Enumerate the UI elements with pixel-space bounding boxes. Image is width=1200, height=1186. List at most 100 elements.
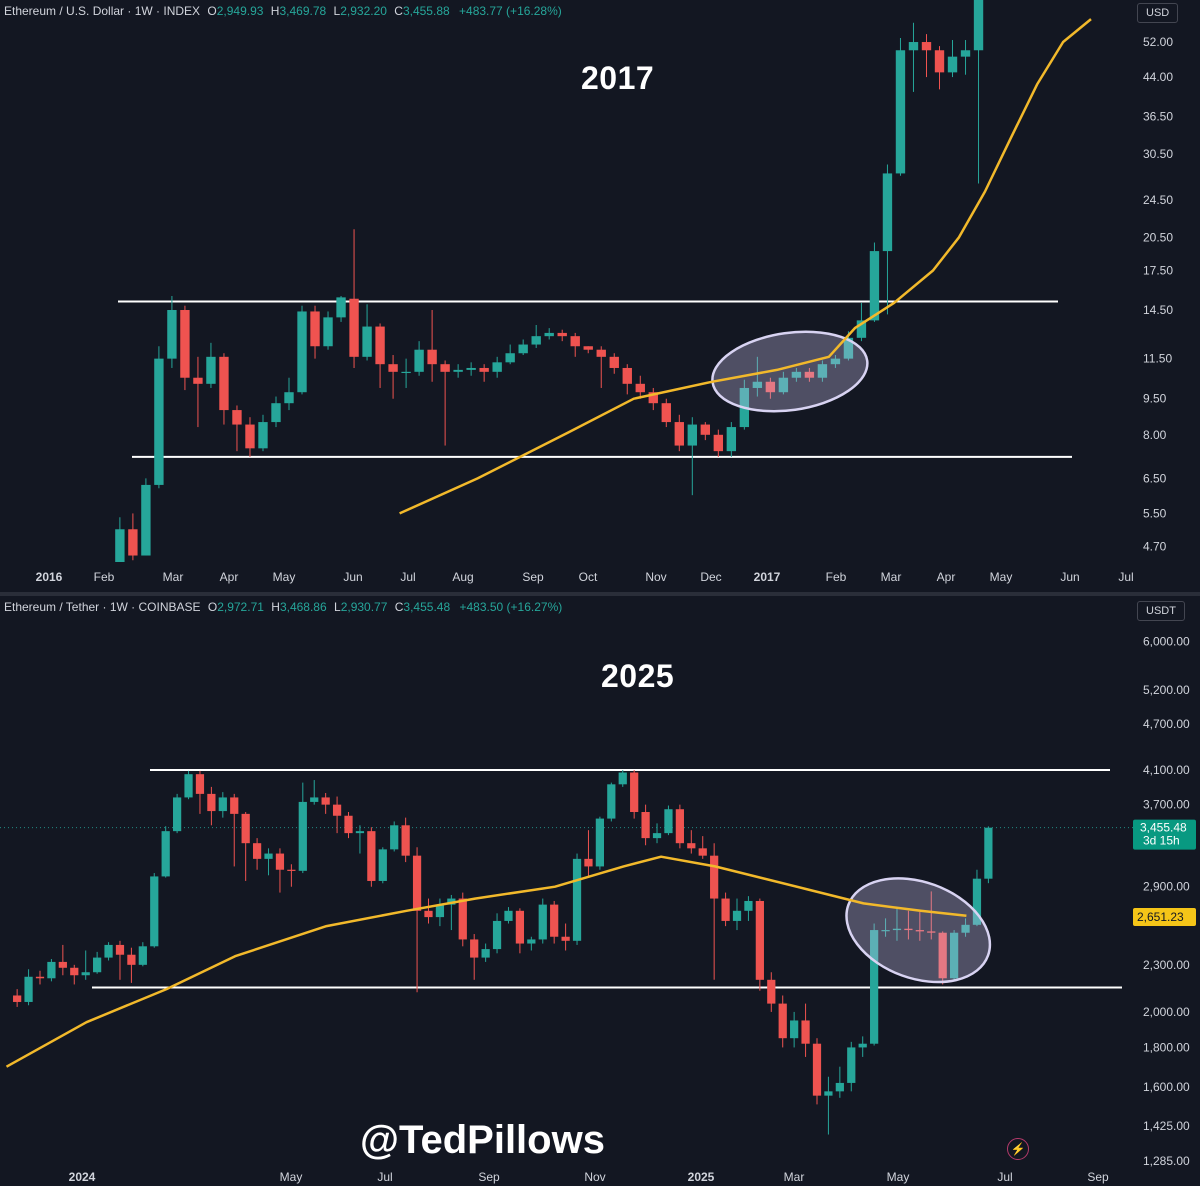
candle[interactable] [58, 961, 67, 968]
candle[interactable] [180, 310, 190, 378]
candle[interactable] [921, 42, 932, 51]
candle[interactable] [195, 774, 205, 794]
candle[interactable] [70, 967, 79, 976]
candle[interactable] [492, 920, 502, 950]
candle[interactable] [572, 858, 582, 941]
candle[interactable] [949, 932, 959, 979]
candle[interactable] [915, 930, 924, 932]
candle[interactable] [618, 772, 627, 785]
candle[interactable] [154, 358, 164, 485]
moving-average-line[interactable] [5, 855, 967, 1068]
candle[interactable] [390, 825, 399, 850]
chart-2017-canvas[interactable]: 52.00 44.00 36.50 30.50 24.50 20.50 17.50 14.50… [0, 0, 1200, 592]
candle[interactable] [607, 784, 616, 819]
candle[interactable] [258, 422, 268, 449]
candle[interactable] [752, 381, 763, 388]
ma-value-tag[interactable] [1133, 907, 1196, 926]
candle[interactable] [675, 809, 684, 844]
candle[interactable] [550, 904, 559, 937]
candle[interactable] [115, 944, 125, 955]
candle[interactable] [518, 344, 528, 354]
candle[interactable] [344, 815, 353, 834]
candle[interactable] [218, 797, 227, 812]
candle[interactable] [81, 972, 90, 976]
candle[interactable] [252, 843, 262, 859]
candle[interactable] [219, 356, 229, 411]
candle[interactable] [882, 173, 893, 252]
candle[interactable] [47, 961, 56, 979]
candle[interactable] [973, 0, 984, 51]
candle[interactable] [596, 349, 606, 357]
candle[interactable] [207, 793, 216, 812]
candle[interactable] [310, 797, 319, 802]
candle[interactable] [961, 924, 970, 933]
candle[interactable] [927, 931, 936, 933]
candle[interactable] [804, 371, 815, 378]
candle[interactable] [424, 910, 433, 918]
candle[interactable] [167, 310, 177, 359]
candle[interactable] [310, 311, 320, 347]
candle[interactable] [115, 529, 125, 565]
candle[interactable] [843, 337, 854, 359]
candle[interactable] [355, 831, 365, 834]
candle[interactable] [635, 383, 645, 393]
candle[interactable] [323, 317, 333, 347]
candle[interactable] [453, 369, 463, 372]
candle[interactable] [481, 949, 490, 958]
candle[interactable] [466, 367, 476, 370]
candle[interactable] [378, 849, 387, 881]
candle[interactable] [791, 371, 802, 378]
candle[interactable] [934, 50, 945, 73]
candle[interactable] [630, 772, 639, 813]
candle[interactable] [698, 848, 707, 856]
plot-area[interactable] [0, 769, 1143, 1135]
candle[interactable] [687, 843, 696, 849]
candle[interactable] [440, 364, 450, 372]
candle[interactable] [401, 371, 411, 374]
currency-button[interactable]: USD [1137, 3, 1179, 23]
candle[interactable] [570, 336, 580, 347]
candle[interactable] [427, 349, 437, 365]
plot-area[interactable] [115, 0, 1092, 583]
candle[interactable] [298, 801, 307, 871]
candle[interactable] [732, 910, 742, 921]
candle[interactable] [544, 332, 554, 337]
candle[interactable] [127, 954, 136, 965]
candle[interactable] [362, 326, 372, 357]
candle[interactable] [583, 346, 593, 350]
candle[interactable] [401, 825, 410, 856]
candle[interactable] [104, 944, 113, 958]
candle[interactable] [938, 932, 947, 979]
candle[interactable] [895, 50, 906, 174]
candle[interactable] [661, 403, 671, 423]
candle[interactable] [505, 353, 515, 363]
candle[interactable] [700, 424, 711, 435]
candle[interactable] [141, 484, 151, 556]
candle[interactable] [332, 804, 342, 816]
candle[interactable] [595, 818, 605, 867]
candle[interactable] [972, 878, 982, 925]
candle[interactable] [531, 336, 541, 345]
candle[interactable] [641, 812, 650, 839]
candle[interactable] [93, 957, 102, 973]
symbol-name[interactable]: Ethereum / Tether · 1W · COINBASE [4, 600, 201, 614]
candle[interactable] [349, 298, 359, 357]
candle[interactable] [470, 939, 479, 958]
candle[interactable] [904, 928, 913, 931]
candle[interactable] [128, 529, 138, 556]
candle[interactable] [388, 364, 398, 372]
candle[interactable] [824, 1091, 833, 1096]
candle[interactable] [138, 946, 147, 965]
candle[interactable] [726, 427, 737, 452]
panel-divider[interactable] [0, 592, 1200, 596]
candle[interactable] [622, 367, 632, 384]
candle[interactable] [847, 1047, 856, 1083]
candle[interactable] [755, 900, 764, 980]
candle[interactable] [856, 320, 867, 338]
candle[interactable] [869, 251, 880, 321]
candle[interactable] [835, 1082, 844, 1092]
candle[interactable] [414, 349, 424, 372]
candle[interactable] [504, 910, 513, 921]
candle[interactable] [664, 809, 673, 834]
candle[interactable] [492, 362, 502, 372]
